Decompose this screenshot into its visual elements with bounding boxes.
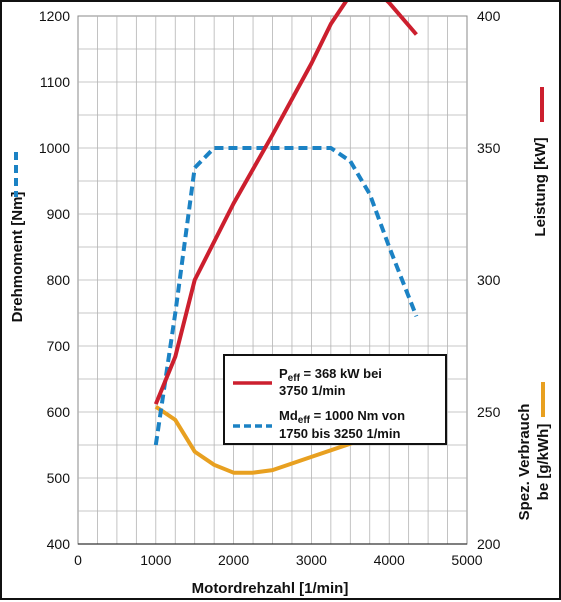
y-left-tick-label: 600: [47, 404, 71, 420]
y-right-tick-label: 200: [477, 536, 501, 552]
x-tick-label: 2000: [218, 552, 249, 568]
x-tick-label: 1000: [140, 552, 171, 568]
legend-torque-line2: 1750 bis 3250 1/min: [279, 426, 400, 441]
y-left-tick-label: 500: [47, 470, 71, 486]
y-left-tick-label: 1100: [40, 74, 70, 90]
series-power-line: [153, 2, 418, 405]
y-left-tick-label: 400: [47, 536, 71, 552]
x-tick-label: 0: [74, 552, 82, 568]
x-tick-label: 3000: [296, 552, 327, 568]
y-left-tick-labels: 400 500 600 700 800 900 1000 1100 1200: [39, 8, 70, 552]
y-right-consumption-title-line1: Spez. Verbrauch: [516, 404, 533, 521]
x-tick-label: 5000: [451, 552, 482, 568]
series-torque-line: [153, 146, 419, 446]
legend-power-line2: 3750 1/min: [279, 383, 346, 398]
y-left-tick-label: 1000: [39, 140, 70, 156]
x-tick-label: 4000: [374, 552, 405, 568]
y-right-tick-label: 300: [477, 272, 501, 288]
x-axis-title: Motordrehzahl [1/min]: [192, 580, 349, 597]
grid: [77, 15, 468, 545]
y-left-tick-label: 800: [47, 272, 71, 288]
y-right-tick-label: 400: [477, 8, 501, 24]
legend-power-line1: Peff = 368 kW bei: [279, 366, 382, 384]
y-right-tick-label: 250: [477, 404, 501, 420]
y-left-tick-label: 1200: [39, 8, 70, 24]
y-right-tick-labels: 200 250 300 350 400: [477, 8, 501, 552]
y-left-tick-label: 900: [47, 206, 71, 222]
y-right-power-axis-title: Leistung [kW]: [532, 137, 549, 236]
y-right-consumption-title-line2: be [g/kWh]: [535, 424, 552, 501]
legend: Peff = 368 kW bei 3750 1/min Mdeff = 100…: [223, 354, 447, 445]
y-left-tick-label: 700: [47, 338, 71, 354]
legend-box: [223, 354, 447, 445]
y-right-tick-label: 350: [477, 140, 501, 156]
x-tick-labels: 0 1000 2000 3000 4000 5000: [74, 552, 483, 568]
legend-torque-line1: Mdeff = 1000 Nm von: [279, 408, 405, 426]
y-left-axis-title: Drehmoment [Nm]: [9, 192, 26, 323]
